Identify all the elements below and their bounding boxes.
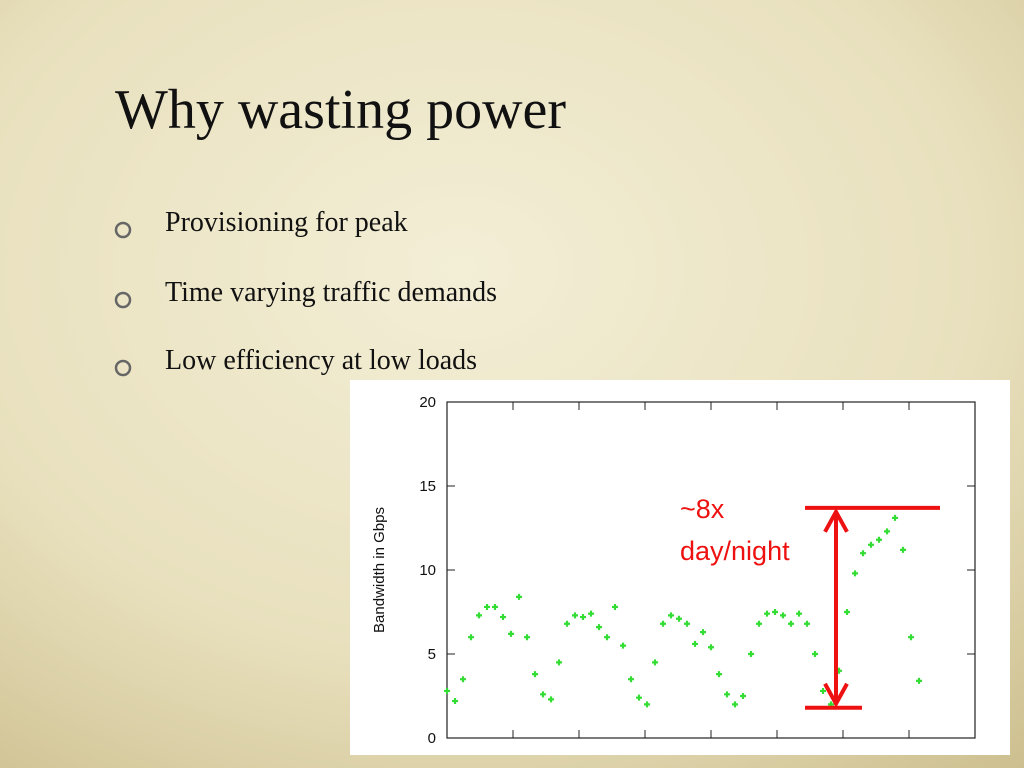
data-point <box>756 620 762 627</box>
data-point <box>644 701 650 708</box>
data-point <box>916 677 922 684</box>
data-point <box>900 546 906 553</box>
annotation-text: day/night <box>680 536 790 566</box>
data-point <box>652 659 658 666</box>
data-point <box>532 671 538 678</box>
data-point <box>676 615 682 622</box>
data-point <box>564 620 570 627</box>
slide-title: Why wasting power <box>115 79 566 141</box>
data-point <box>700 629 706 636</box>
data-point <box>724 691 730 698</box>
data-point <box>612 603 618 610</box>
data-point <box>780 612 786 619</box>
data-point <box>620 642 626 649</box>
arrow-head <box>823 682 849 708</box>
data-point <box>820 687 826 694</box>
data-point <box>636 694 642 701</box>
data-point <box>572 612 578 619</box>
data-point <box>500 614 506 621</box>
data-point <box>684 620 690 627</box>
data-point <box>492 603 498 610</box>
data-point <box>444 687 450 694</box>
data-point <box>548 696 554 703</box>
data-point <box>844 609 850 615</box>
data-point <box>596 624 602 631</box>
data-point <box>452 698 458 705</box>
x-ticks <box>512 402 910 738</box>
annotation-text: ~8x <box>680 494 725 524</box>
data-point <box>748 651 754 657</box>
data-point <box>580 614 586 621</box>
data-point <box>764 610 770 617</box>
data-point <box>716 671 722 678</box>
data-point <box>908 634 914 641</box>
bullet-list: Provisioning for peak Time varying traff… <box>114 207 497 377</box>
y-tick-label: 20 <box>419 394 436 411</box>
data-point <box>468 634 474 641</box>
bullet-text: Provisioning for peak <box>165 207 408 238</box>
data-point <box>772 609 778 615</box>
data-point <box>876 536 882 543</box>
data-point <box>692 640 698 647</box>
data-point <box>524 634 530 641</box>
data-point <box>788 620 794 627</box>
chart-background <box>350 380 1010 755</box>
data-point <box>484 603 490 610</box>
data-point <box>852 570 858 577</box>
data-point <box>540 691 546 698</box>
data-point <box>732 701 738 708</box>
data-point <box>884 528 890 535</box>
data-point <box>668 612 674 619</box>
data-point <box>476 612 482 619</box>
data-point <box>628 676 634 683</box>
data-point <box>708 644 714 651</box>
y-tick-label: 5 <box>428 646 436 663</box>
chart: Bandwidth in Gbps 0 5 10 15 20 ~8x day/night <box>350 380 1010 755</box>
bullet-text: Time varying traffic demands <box>165 277 497 308</box>
bullet-icon <box>114 221 132 239</box>
data-point <box>812 651 818 657</box>
data-point <box>796 610 802 617</box>
data-point <box>860 550 866 557</box>
data-point <box>660 620 666 627</box>
data-point <box>804 620 810 627</box>
y-tick-label: 10 <box>419 562 436 579</box>
data-point <box>588 610 594 617</box>
bullet-icon <box>114 291 132 309</box>
data-point <box>892 514 898 521</box>
data-point <box>740 693 746 699</box>
data-point <box>868 541 874 548</box>
arrow-head <box>823 507 849 533</box>
bullet-text: Low efficiency at low loads <box>165 345 477 376</box>
y-tick-label: 0 <box>428 730 436 747</box>
data-point <box>508 630 514 637</box>
data-point <box>556 659 562 666</box>
y-tick-label: 15 <box>419 478 436 495</box>
data-point <box>516 593 522 600</box>
y-axis-label: Bandwidth in Gbps <box>371 507 388 633</box>
data-point <box>604 634 610 641</box>
data-point <box>460 676 466 683</box>
bullet-icon <box>114 359 132 377</box>
